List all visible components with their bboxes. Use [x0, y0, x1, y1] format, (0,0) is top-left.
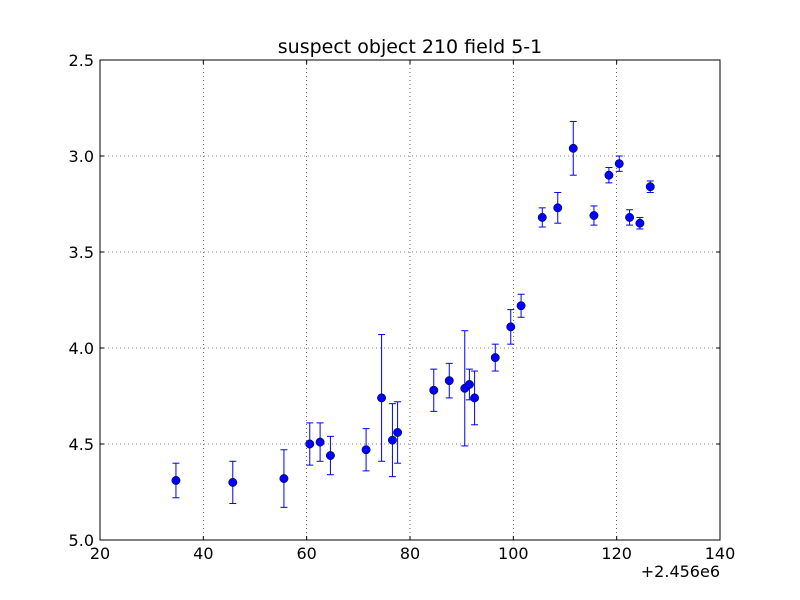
data-point [171, 462, 181, 499]
data-point [444, 362, 454, 399]
data-point [568, 120, 578, 176]
x-tick-label: 100 [498, 544, 529, 563]
y-tick-label: 3.0 [69, 147, 94, 166]
data-point [604, 167, 614, 184]
data-point [325, 435, 335, 476]
data-point [377, 334, 387, 462]
data-point [645, 180, 655, 193]
data-point [516, 293, 526, 318]
x-tick-label: 20 [90, 544, 110, 563]
data-marker [387, 435, 397, 445]
data-marker [614, 159, 624, 169]
data-point [589, 205, 599, 226]
data-point [464, 368, 474, 401]
data-marker [537, 212, 547, 222]
x-tick-label: 40 [193, 544, 213, 563]
data-marker [315, 437, 325, 447]
data-point [537, 207, 547, 228]
data-point [228, 460, 238, 505]
y-tick-label: 3.5 [69, 243, 94, 262]
data-point [614, 155, 624, 172]
data-point [553, 191, 563, 224]
data-marker [506, 322, 516, 332]
x-tick-label: 60 [296, 544, 316, 563]
data-marker [553, 203, 563, 213]
data-marker [464, 380, 474, 389]
data-marker [361, 445, 371, 455]
data-marker [635, 218, 645, 228]
data-marker [470, 393, 480, 403]
data-marker [589, 211, 599, 220]
data-marker [444, 376, 454, 386]
data-point [470, 370, 480, 426]
data-marker [604, 170, 614, 180]
data-point [361, 428, 371, 472]
data-marker [645, 182, 655, 192]
data-marker [568, 143, 578, 153]
data-marker [429, 385, 439, 395]
data-point [625, 209, 635, 226]
data-point [387, 403, 397, 478]
data-marker [305, 439, 315, 449]
data-marker [228, 477, 238, 487]
data-marker [625, 212, 635, 222]
x-axis-offset-label: +2.456e6 [641, 562, 720, 581]
data-point [305, 422, 315, 466]
data-marker [377, 393, 387, 403]
axes: 20 40 60 80 100 120 140 2.5 3.0 3.5 4.0 4.5 5.0 [69, 51, 736, 563]
x-tick-label: 140 [705, 544, 736, 563]
data-marker [279, 474, 289, 484]
data-point [506, 309, 516, 345]
data-point [429, 368, 439, 412]
y-tick-label: 5.0 [69, 531, 94, 550]
data-point [393, 401, 403, 464]
data-point [490, 343, 500, 372]
data-marker [325, 451, 335, 460]
data-marker [516, 301, 526, 311]
data-marker [393, 428, 403, 437]
data-point [315, 422, 325, 462]
y-tick-label: 4.5 [69, 435, 94, 454]
y-tick-label: 2.5 [69, 51, 94, 70]
data-marker [171, 476, 181, 485]
data-point [279, 449, 289, 508]
data-marker [490, 353, 500, 363]
data-point [635, 216, 645, 230]
data-series [171, 120, 655, 508]
chart-title: suspect object 210 field 5-1 [278, 36, 543, 58]
y-tick-label: 4.0 [69, 339, 94, 358]
x-tick-label: 120 [601, 544, 632, 563]
x-tick-label: 80 [400, 544, 420, 563]
